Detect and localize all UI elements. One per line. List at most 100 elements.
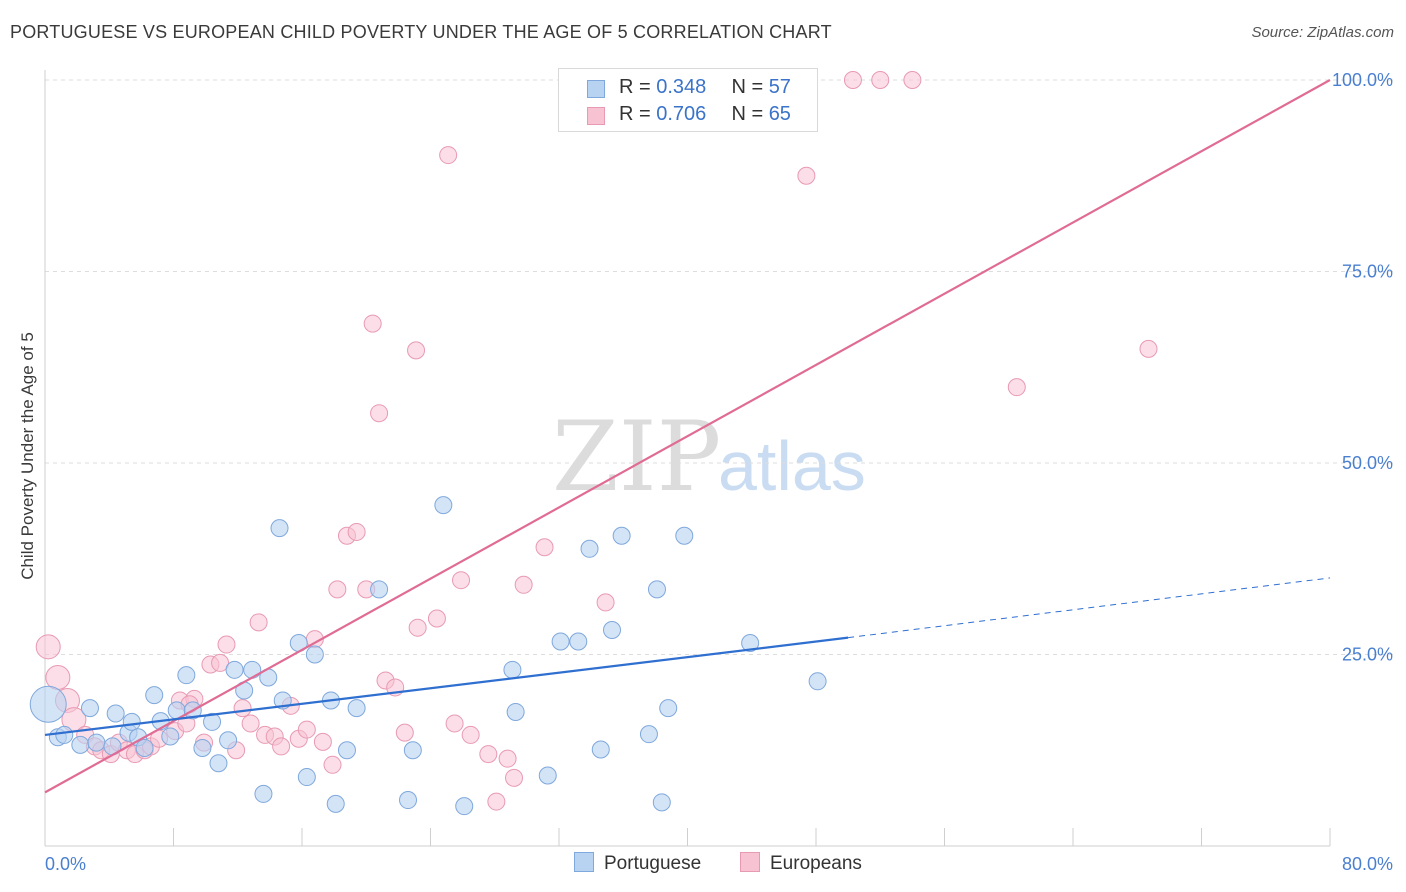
europeans-point (313, 732, 332, 751)
trend-lines (44, 79, 1331, 794)
europeans-point (241, 714, 260, 733)
europeans-point (427, 609, 446, 628)
europeans-point (272, 737, 291, 756)
portuguese-points (29, 496, 827, 816)
portuguese-point (145, 686, 164, 705)
chart-source: Source: ZipAtlas.com (1251, 24, 1394, 41)
portuguese-point (652, 793, 671, 812)
europeans-point (35, 634, 61, 660)
legend-n-label: N = (731, 103, 769, 125)
europeans-point (797, 166, 816, 185)
portuguese-point (647, 580, 666, 599)
europeans-legend-label: Europeans (770, 853, 862, 874)
portuguese-point (675, 526, 694, 545)
europeans-point (439, 146, 458, 165)
portuguese-point (193, 738, 212, 757)
portuguese-point (87, 733, 106, 752)
portuguese-point (591, 740, 610, 759)
portuguese-point (434, 496, 453, 515)
europeans-point (514, 575, 533, 594)
portuguese-point (305, 645, 324, 664)
europeans-swatch (587, 107, 605, 125)
portuguese-point (551, 632, 570, 651)
y-tick-label: 75.0% (1342, 262, 1393, 282)
bottom-legend-portuguese: Portuguese (574, 852, 701, 875)
portuguese-point (71, 735, 90, 754)
europeans-point (328, 580, 347, 599)
portuguese-point (135, 738, 154, 757)
portuguese-point (225, 660, 244, 679)
europeans-point (1139, 339, 1158, 358)
portuguese-point (612, 526, 631, 545)
legend-r-value-portuguese: 0.348 (656, 76, 707, 98)
europeans-point (297, 720, 316, 739)
portuguese-point (161, 727, 180, 746)
portuguese-point (55, 725, 74, 744)
portuguese-point (403, 741, 422, 760)
y-tick-label: 25.0% (1342, 645, 1393, 665)
legend-n-label: N = (731, 76, 769, 98)
europeans-point (395, 723, 414, 742)
europeans-point (505, 768, 524, 787)
legend-r-label: R = (619, 103, 657, 125)
portuguese-trend-extension (848, 577, 1331, 639)
europeans-point (535, 538, 554, 557)
europeans-point (347, 522, 366, 541)
europeans-point (445, 714, 464, 733)
portuguese-point (370, 580, 389, 599)
portuguese-swatch (587, 80, 605, 98)
europeans-point (370, 404, 389, 423)
chart-title: PORTUGUESE VS EUROPEAN CHILD POVERTY UND… (10, 22, 832, 42)
europeans-point (408, 618, 427, 637)
grid-lines (45, 79, 1395, 655)
watermark-zip: ZIP (552, 401, 721, 513)
portuguese-point (455, 797, 474, 816)
legend-n-value-europeans: 65 (768, 103, 791, 125)
x-tick-label: 0.0% (45, 854, 86, 874)
portuguese-point (347, 699, 366, 718)
portuguese-trend-line (44, 636, 849, 737)
europeans-point (407, 341, 426, 360)
legend-n-value-portuguese: 57 (768, 76, 791, 98)
europeans-legend-swatch (740, 852, 760, 872)
portuguese-point (659, 699, 678, 718)
y-tick-label: 100.0% (1332, 70, 1393, 90)
portuguese-point (243, 660, 262, 679)
x-tick-label: 80.0% (1342, 854, 1393, 874)
portuguese-point (270, 519, 289, 538)
tick-labels: 25.0% 50.0% 75.0% 100.0% 0.0% 80.0% (45, 70, 1393, 874)
europeans-point (452, 571, 471, 590)
europeans-trend-line (44, 79, 1331, 794)
portuguese-point (580, 539, 599, 558)
bottom-legend-europeans: Europeans (740, 852, 862, 875)
portuguese-point (203, 712, 222, 731)
europeans-point (871, 71, 890, 89)
portuguese-point (337, 741, 356, 760)
portuguese-point (29, 685, 67, 723)
portuguese-point (399, 791, 418, 810)
portuguese-point (254, 784, 273, 803)
watermark-atlas: atlas (718, 427, 866, 505)
europeans-point (487, 792, 506, 811)
portuguese-point (326, 794, 345, 813)
europeans-point (843, 71, 862, 89)
europeans-point (249, 613, 268, 632)
portuguese-point (80, 699, 99, 718)
portuguese-point (297, 768, 316, 787)
portuguese-point (603, 620, 622, 639)
portuguese-point (177, 666, 196, 685)
europeans-point (903, 71, 922, 89)
y-tick-label: 50.0% (1342, 453, 1393, 473)
europeans-point (217, 635, 236, 654)
portuguese-point (503, 660, 522, 679)
portuguese-point (538, 766, 557, 785)
europeans-point (461, 725, 480, 744)
europeans-point (596, 593, 615, 612)
europeans-point (211, 653, 230, 672)
portuguese-point (122, 712, 141, 731)
portuguese-point (219, 731, 238, 750)
legend-r-label: R = (619, 76, 657, 98)
portuguese-point (506, 702, 525, 721)
europeans-point (1007, 378, 1026, 397)
